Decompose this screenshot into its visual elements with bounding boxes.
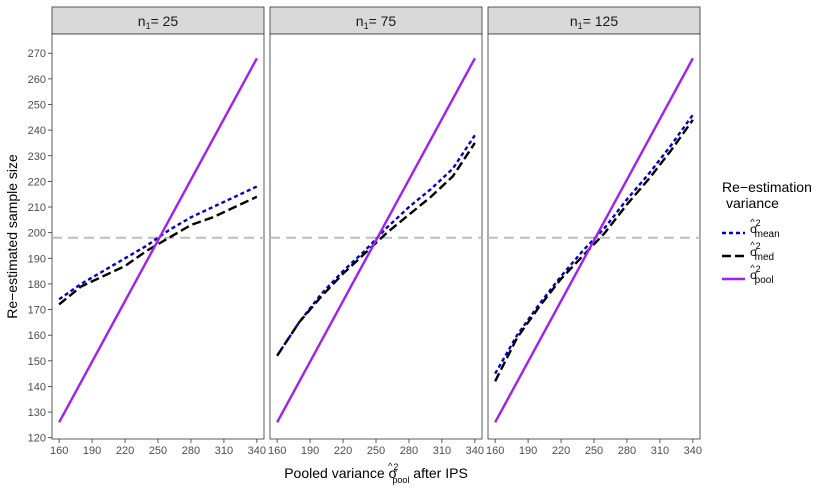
y-tick-label: 170 (28, 305, 46, 317)
facet-strip (51, 6, 265, 35)
y-tick-label: 240 (28, 125, 46, 137)
x-tick-label: 250 (149, 445, 167, 457)
x-axis-title-prefix: Pooled variance (284, 465, 388, 481)
legend-title-line1: Re−estimation (722, 179, 812, 195)
facet-panel-1: n1= 25 160 190 220 250 280 310 340 (50, 6, 266, 457)
y-tick-label: 200 (28, 228, 46, 240)
strip-label-name: n (570, 13, 578, 29)
x-tick-label: 310 (215, 445, 233, 457)
y-tick-label: 190 (28, 253, 46, 265)
legend-symbol-pool: σ (750, 268, 758, 282)
legend-superscript-mean: 2 (756, 218, 761, 228)
facet-strip-label: n1= 25 (138, 13, 179, 31)
y-tick-label: 270 (28, 48, 46, 60)
facet-panel-2: n1= 75 160 190 220 250 280 310 340 (268, 6, 484, 457)
facet-panel-3: n1= 125 160 190 220 250 280 310 340 (486, 6, 702, 457)
y-tick-label: 150 (28, 356, 46, 368)
x-tick-label: 160 (268, 445, 286, 457)
facet-strip-label: n1= 125 (570, 13, 618, 31)
facet-strip (487, 6, 701, 35)
x-tick-label: 160 (50, 445, 68, 457)
strip-label-value: = 125 (583, 13, 619, 29)
facet-strip-label: n1= 75 (356, 13, 397, 31)
x-tick-label: 280 (400, 445, 418, 457)
legend-label-med: σ^2 med (750, 240, 774, 263)
strip-label-subscript: 1 (364, 21, 369, 31)
x-tick-label: 160 (486, 445, 504, 457)
legend-subscript-mean: mean (755, 229, 780, 240)
x-tick-label: 220 (552, 445, 570, 457)
series-line-pool (58, 57, 258, 423)
legend-label-mean: σ^2 mean (750, 217, 780, 240)
x-tick-label: 340 (684, 445, 702, 457)
legend-hat-mean: ^ (750, 217, 755, 227)
y-tick-label: 130 (28, 407, 46, 419)
x-axis-title-suffix: after IPS (409, 465, 467, 481)
series-line-mean (494, 114, 694, 375)
legend-label-pool: σ^2 pool (750, 263, 774, 286)
x-axis-title-symbol: σ (389, 465, 398, 481)
strip-label-name: n (356, 13, 364, 29)
x-axis-title-hat: ^ (388, 461, 393, 471)
x-axis-title-subscript: pool (392, 475, 409, 485)
y-tick-label: 220 (28, 176, 46, 188)
y-tick-label: 230 (28, 151, 46, 163)
strip-label-name: n (138, 13, 146, 29)
x-tick-label: 250 (367, 445, 385, 457)
y-tick-label: 160 (28, 330, 46, 342)
x-tick-label: 340 (466, 445, 484, 457)
legend-superscript-med: 2 (756, 241, 761, 251)
x-tick-label: 340 (248, 445, 266, 457)
series-line-med (58, 195, 258, 306)
x-tick-label: 190 (83, 445, 101, 457)
x-axis-title-superscript: 2 (393, 462, 398, 472)
x-tick-label: 190 (519, 445, 537, 457)
y-tick-label: 140 (28, 381, 46, 393)
x-tick-label: 220 (116, 445, 134, 457)
legend-title-line2: variance (726, 195, 779, 211)
legend-subscript-med: med (755, 252, 774, 263)
legend-hat-med: ^ (750, 240, 755, 250)
facet-strip (269, 6, 483, 35)
strip-label-subscript: 1 (146, 21, 151, 31)
strip-label-value: = 25 (151, 13, 179, 29)
x-tick-label: 310 (433, 445, 451, 457)
x-tick-label: 190 (301, 445, 319, 457)
x-tick-label: 280 (618, 445, 636, 457)
series-line-pool (276, 57, 476, 423)
y-tick-label: 210 (28, 202, 46, 214)
y-tick-label: 260 (28, 74, 46, 86)
y-axis-title: Re−estimated sample size (4, 154, 20, 319)
legend-subscript-pool: pool (755, 275, 774, 286)
x-axis-title: Pooled variance σ^2 pool after IPS (284, 461, 468, 485)
series-line-med (276, 142, 476, 357)
x-tick-label: 280 (182, 445, 200, 457)
y-tick-label: 180 (28, 279, 46, 291)
y-tick-label: 250 (28, 99, 46, 111)
x-tick-label: 220 (334, 445, 352, 457)
legend-symbol-mean: σ (750, 222, 758, 236)
series-line-mean (58, 185, 258, 301)
legend-superscript-pool: 2 (756, 264, 761, 274)
legend-symbol-med: σ (750, 245, 758, 259)
y-tick-label: 120 (28, 433, 46, 445)
x-tick-label: 250 (585, 445, 603, 457)
x-tick-label: 310 (651, 445, 669, 457)
legend-hat-pool: ^ (750, 263, 755, 273)
strip-label-subscript: 1 (578, 21, 583, 31)
strip-label-value: = 75 (369, 13, 397, 29)
series-line-med (494, 119, 694, 382)
series-line-pool (494, 57, 694, 423)
